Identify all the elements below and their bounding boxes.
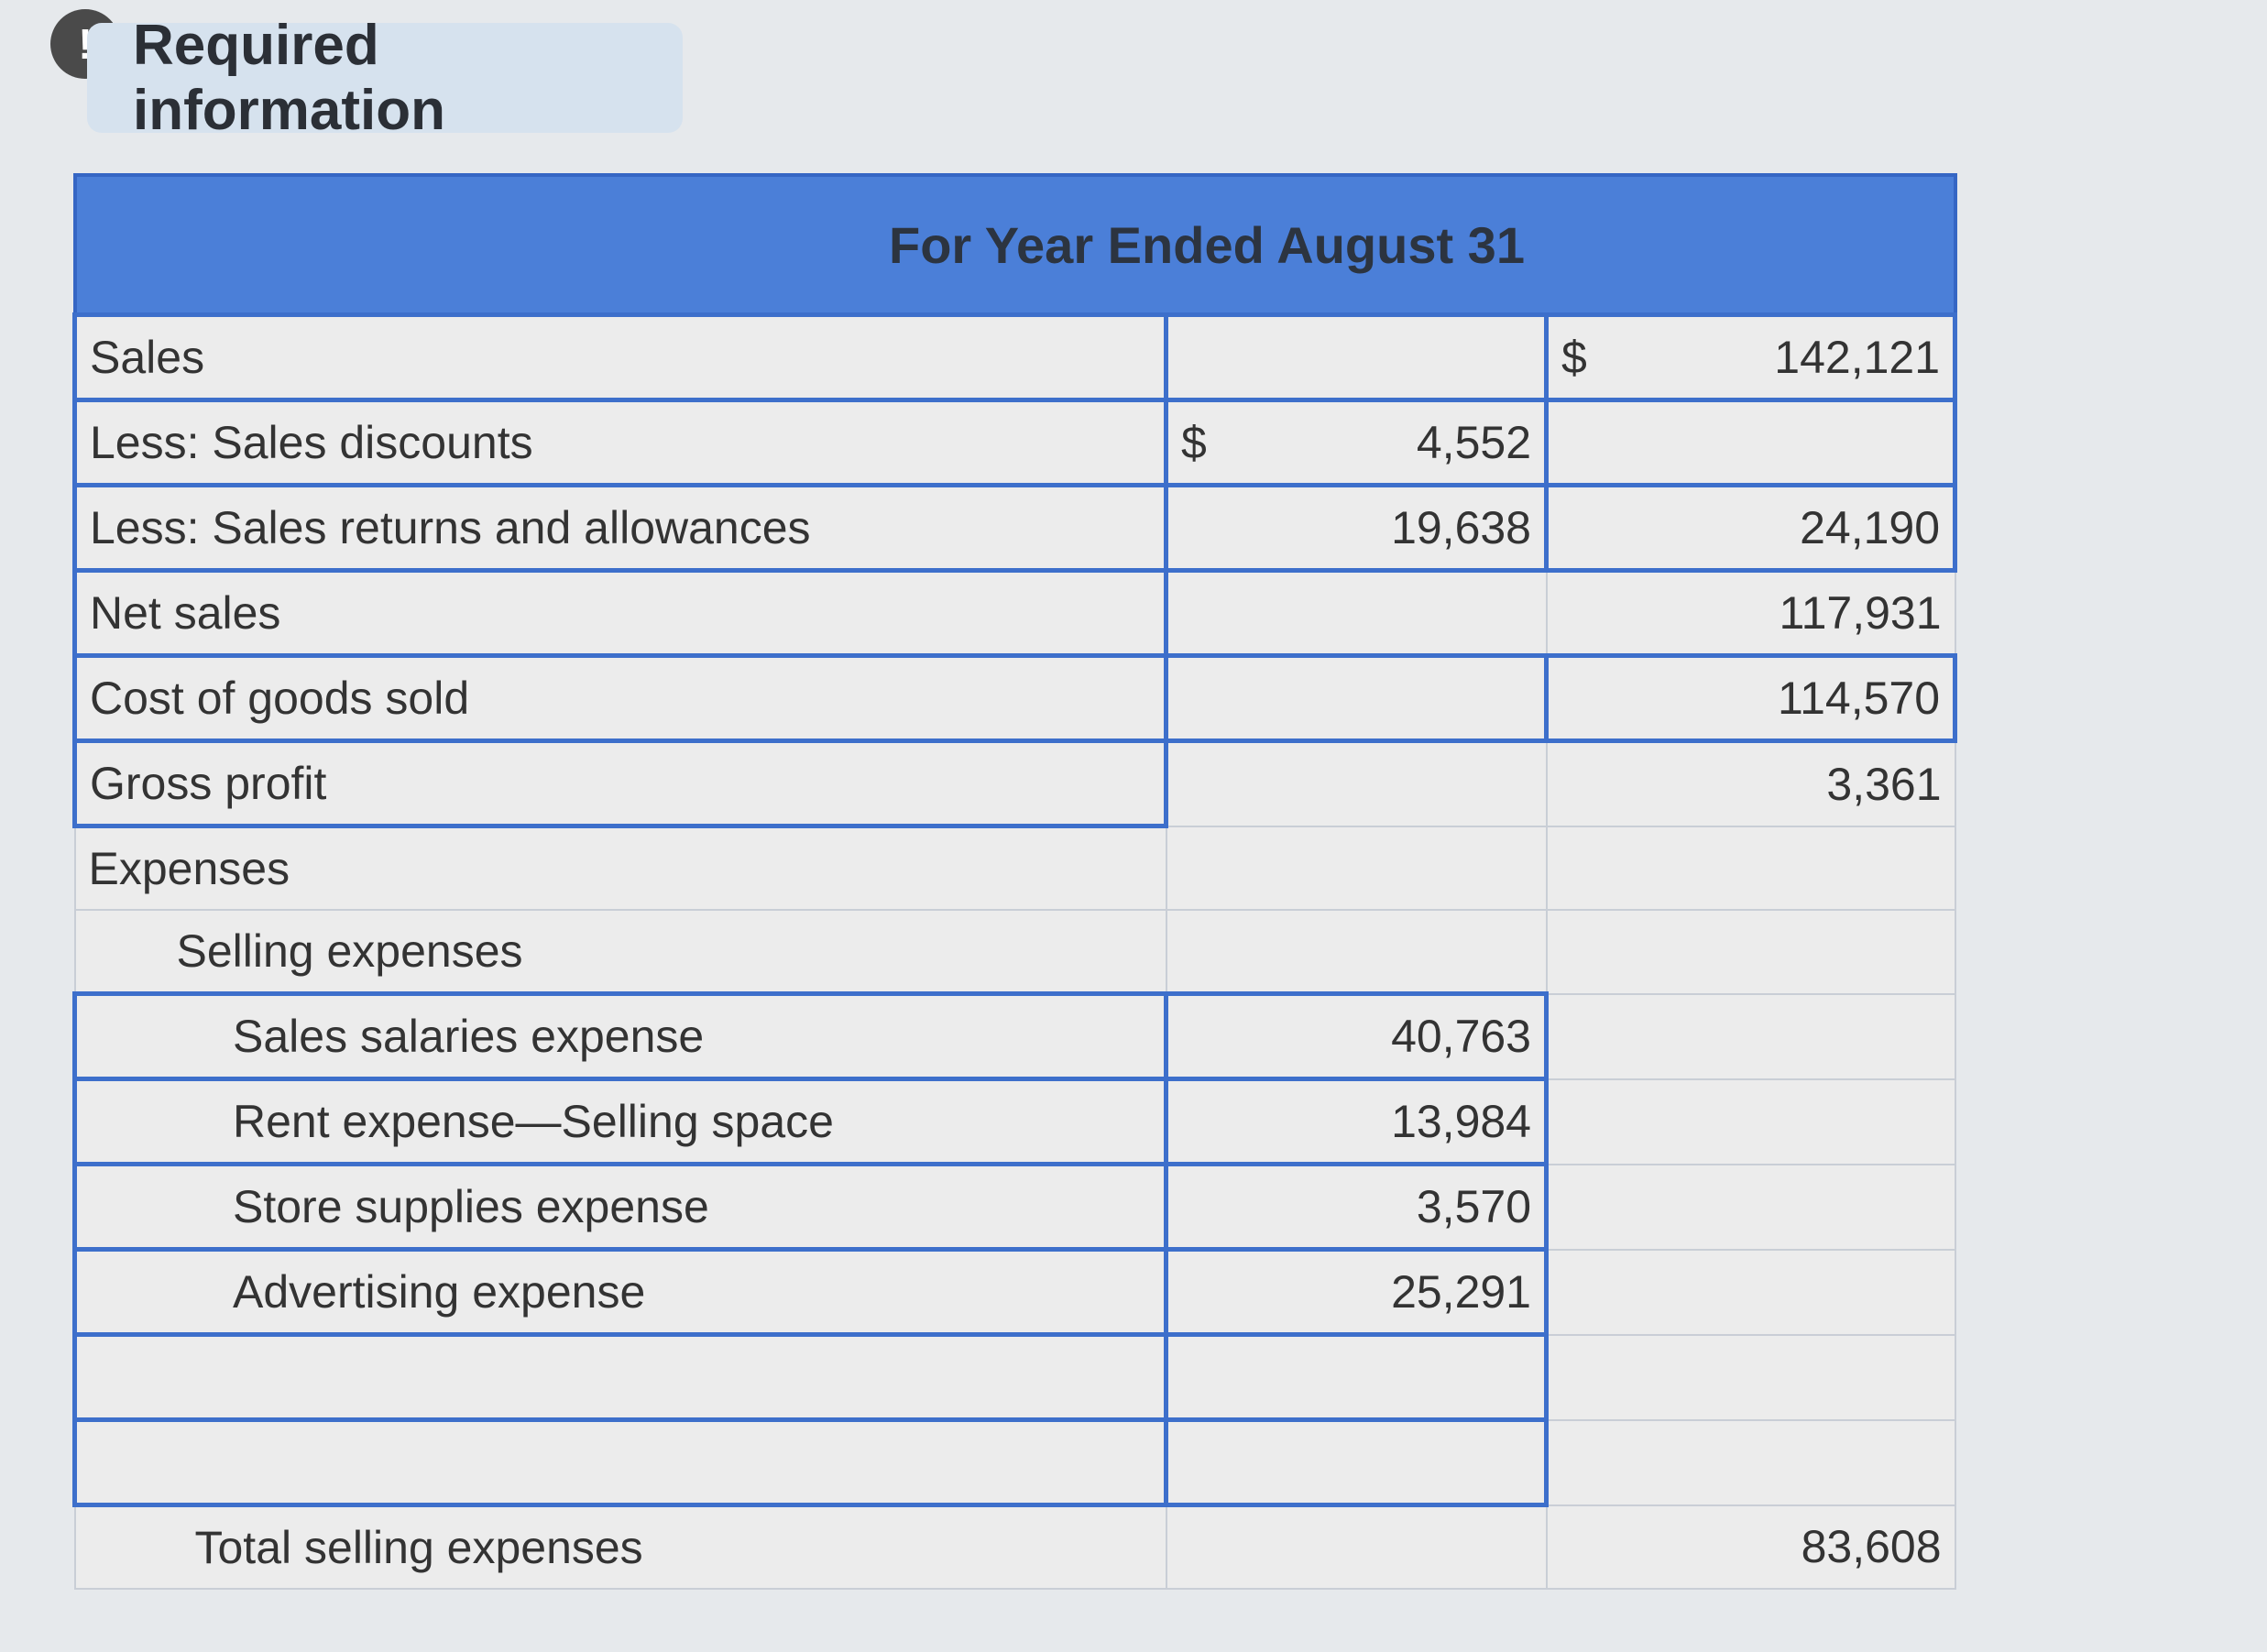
cell (1165, 739, 1548, 827)
input[interactable]: 19,638 (1164, 483, 1549, 573)
input[interactable]: 114,570 (1543, 653, 1958, 743)
input[interactable] (1164, 653, 1549, 743)
cell (1545, 909, 1956, 995)
cell (1545, 1078, 1956, 1165)
amount: 142,121 (1774, 332, 1941, 383)
input[interactable]: 25,291 (1164, 1247, 1549, 1337)
amount: 3,570 (1416, 1181, 1531, 1232)
input[interactable] (1164, 1332, 1549, 1422)
input[interactable]: $4,552 (1164, 398, 1549, 487)
amount: 25,291 (1391, 1266, 1531, 1318)
amount: 4,552 (1416, 417, 1531, 468)
label[interactable]: Less: Sales discounts (72, 398, 1168, 487)
income-statement: For Year Ended August 31 Sales $142,121 L… (72, 173, 1958, 1590)
label[interactable]: Sales salaries expense (72, 991, 1168, 1081)
input[interactable]: $142,121 (1543, 312, 1958, 402)
cell (1165, 1504, 1548, 1590)
cell (1545, 1163, 1956, 1251)
input[interactable]: 40,763 (1164, 991, 1549, 1081)
cell (1545, 825, 1956, 911)
header-title[interactable]: Required information (87, 14, 683, 142)
label[interactable]: Cost of goods sold (72, 653, 1168, 743)
amount: 19,638 (1391, 502, 1531, 553)
cell (1545, 992, 1956, 1080)
amount: 117,931 (1779, 587, 1942, 639)
cell: 3,361 (1545, 739, 1956, 827)
cell: 117,931 (1545, 569, 1956, 657)
label: Expenses (73, 825, 1167, 911)
cell (1545, 1248, 1956, 1336)
amount: 114,570 (1777, 673, 1941, 724)
input[interactable]: 13,984 (1164, 1077, 1549, 1166)
label[interactable]: Store supplies expense (72, 1162, 1168, 1252)
amount: 3,361 (1826, 758, 1942, 810)
cell (1165, 909, 1548, 995)
cell (1165, 569, 1548, 657)
input[interactable]: 24,190 (1543, 483, 1958, 573)
label[interactable]: Rent expense—Selling space (72, 1077, 1168, 1166)
amount: 40,763 (1391, 1011, 1531, 1062)
input[interactable] (1164, 312, 1549, 402)
symbol: $ (1181, 417, 1207, 468)
label-input[interactable] (72, 1417, 1168, 1507)
cell (1545, 1418, 1956, 1506)
cell: 83,608 (1545, 1504, 1956, 1590)
label: Total selling expenses (73, 1504, 1167, 1590)
label[interactable]: Gross profit (72, 738, 1168, 828)
input[interactable] (1164, 1417, 1549, 1507)
label[interactable]: Net sales (72, 568, 1168, 658)
label[interactable]: Sales (72, 312, 1168, 402)
label: Selling expenses (73, 909, 1167, 995)
label[interactable]: Less: Sales returns and allowances (72, 483, 1168, 573)
amount: 24,190 (1800, 502, 1941, 553)
label[interactable]: Advertising expense (72, 1247, 1168, 1337)
input[interactable] (1543, 398, 1958, 487)
cell (1545, 1333, 1956, 1421)
symbol: $ (1561, 332, 1587, 383)
input[interactable]: 3,570 (1164, 1162, 1549, 1252)
label-input[interactable] (72, 1332, 1168, 1422)
cell (1165, 825, 1548, 911)
amount: 83,608 (1801, 1521, 1942, 1573)
amount: 13,984 (1391, 1096, 1531, 1147)
caption: For Year Ended August 31 (72, 173, 1957, 317)
